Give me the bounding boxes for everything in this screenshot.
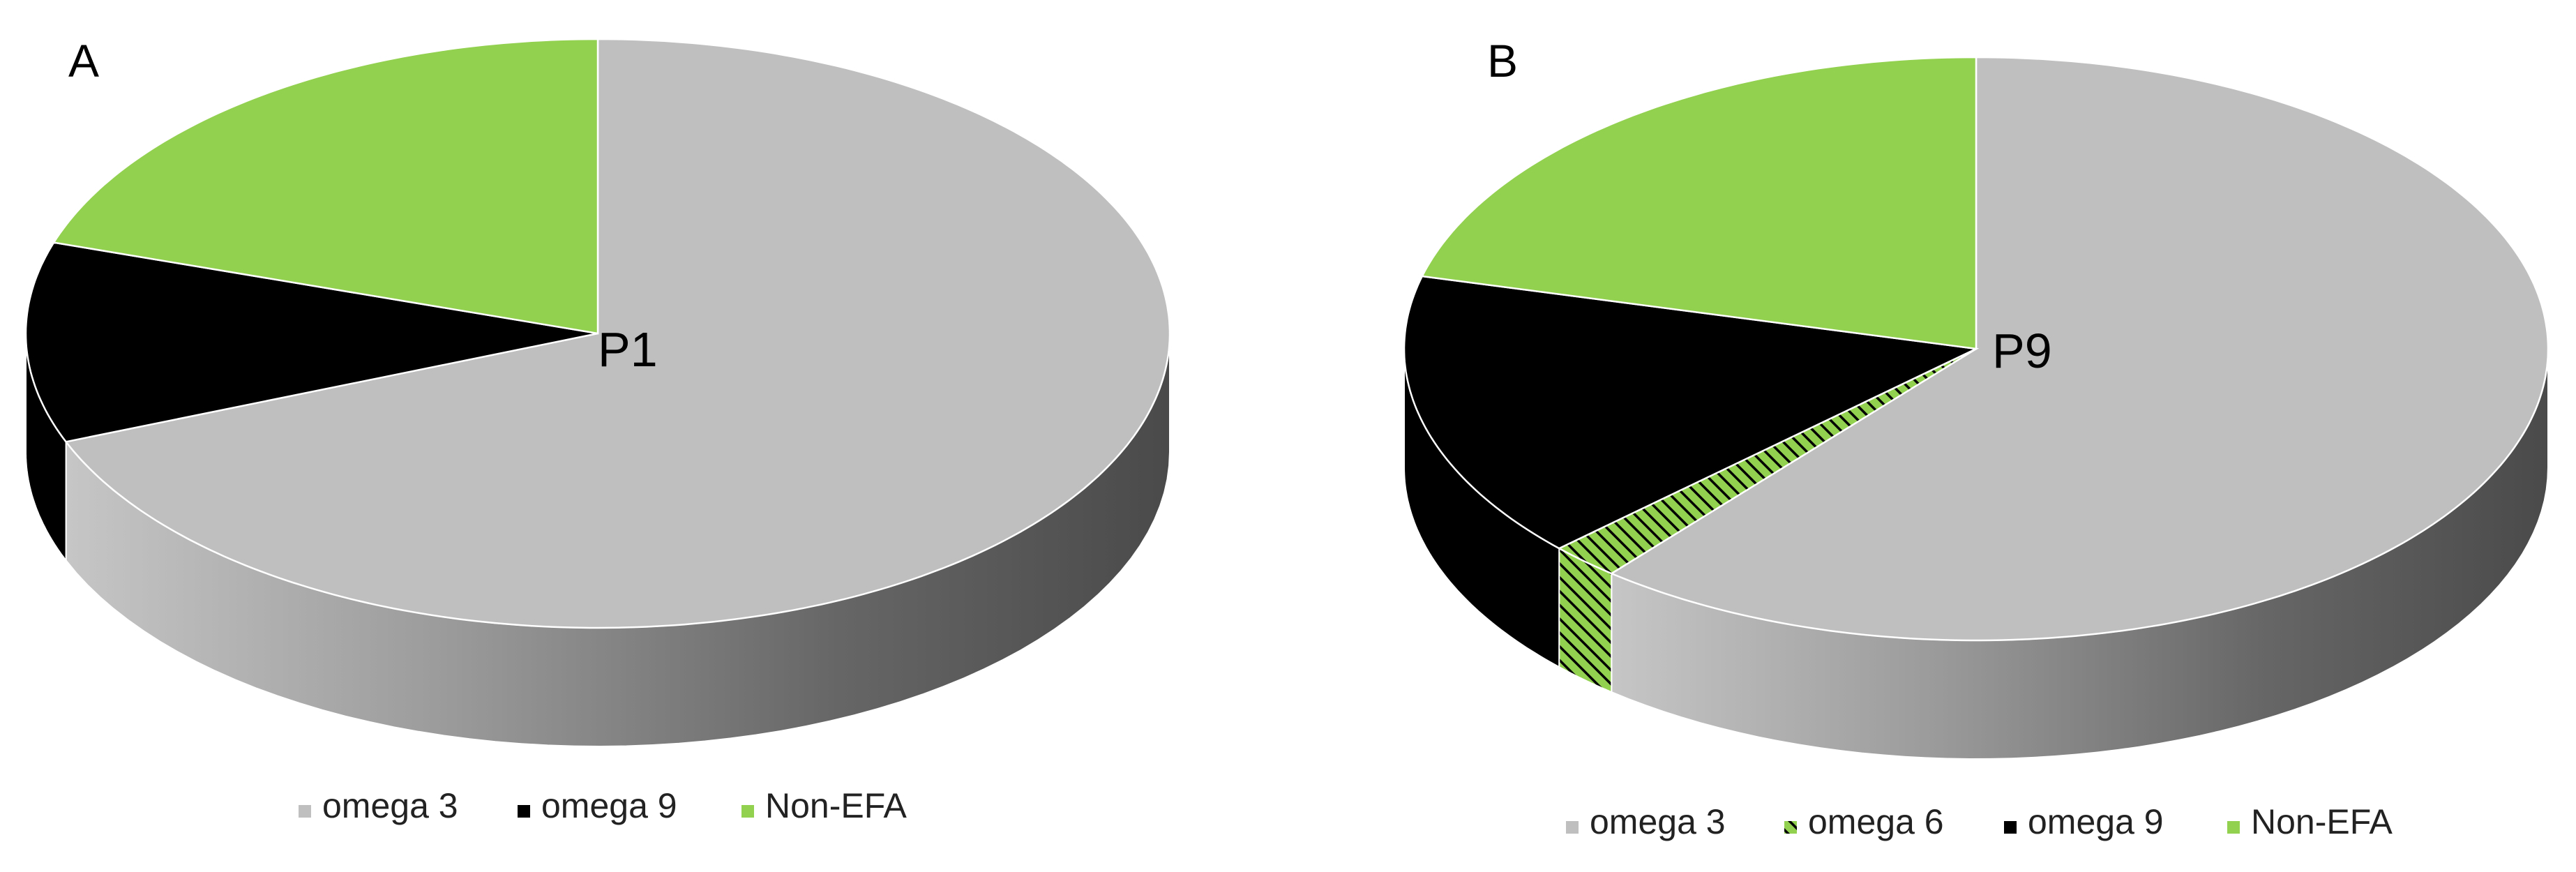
pie-slice-omega-6 [1557,347,1977,575]
panel-label-b: B [1487,35,1518,87]
legend-swatch-omega-3 [299,805,311,818]
legend-a: omega 3 omega 9 Non-EFA [299,786,907,825]
legend-label-omega-3: omega 3 [322,786,458,825]
legend-label-omega-9: omega 9 [541,786,677,825]
legend-label-non-efa: Non-EFA [2251,802,2393,841]
panel-label-a: A [68,35,99,87]
pie-chart-b [1403,56,2549,760]
legend-swatch-omega-3 [1566,821,1579,834]
legend-swatch-omega-6 [1784,821,1797,834]
legend-swatch-non-efa [2227,821,2240,834]
pie-slice-omega-9 [1403,275,1980,550]
legend-label-non-efa: Non-EFA [765,786,907,825]
legend-b: omega 3 omega 6 omega 9 Non-EFA [1566,802,2393,841]
legend-swatch-omega-9 [2004,821,2017,834]
pie-slice-omega-9 [24,241,598,443]
pie-slice-non-efa [1420,56,1978,350]
legend-label-omega-6: omega 6 [1808,802,1944,841]
legend-swatch-omega-9 [518,805,530,818]
pie-slice-omega-3 [64,38,1171,629]
pie-slice-non-efa [52,38,599,335]
pie-center-label-b: P9 [1992,324,2052,378]
pie-chart-a [24,38,1171,748]
pie-slice-omega-3 [1609,56,2549,642]
legend-swatch-non-efa [741,805,754,818]
pie-center-label-a: P1 [598,322,658,377]
legend-label-omega-3: omega 3 [1590,802,1726,841]
legend-label-omega-9: omega 9 [2028,802,2164,841]
